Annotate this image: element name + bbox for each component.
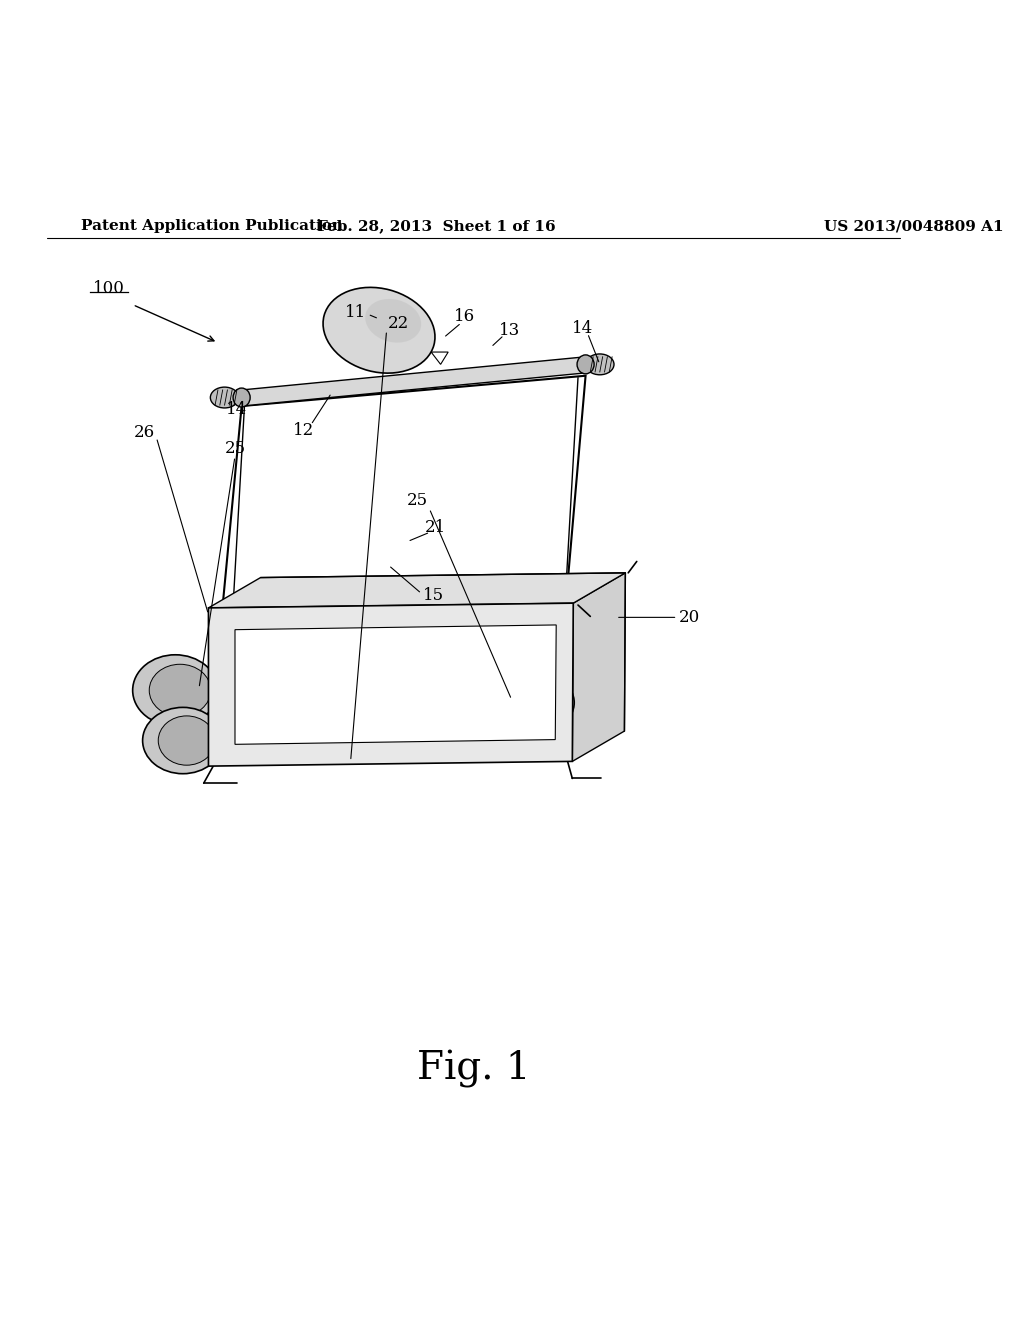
Text: 25: 25 <box>407 492 427 510</box>
Ellipse shape <box>233 388 250 407</box>
Text: 25: 25 <box>224 440 246 457</box>
Text: 13: 13 <box>499 322 520 339</box>
Text: 20: 20 <box>679 609 700 626</box>
Polygon shape <box>431 352 449 364</box>
Polygon shape <box>234 624 556 744</box>
Ellipse shape <box>578 355 594 374</box>
Ellipse shape <box>497 672 574 734</box>
Ellipse shape <box>586 354 614 375</box>
Text: 26: 26 <box>133 424 155 441</box>
Text: Patent Application Publication: Patent Application Publication <box>81 219 343 234</box>
Polygon shape <box>218 376 586 655</box>
Ellipse shape <box>323 288 435 374</box>
Text: 12: 12 <box>293 422 313 440</box>
Polygon shape <box>209 603 573 766</box>
Text: Fig. 1: Fig. 1 <box>417 1051 530 1088</box>
Ellipse shape <box>159 715 215 766</box>
Text: 11: 11 <box>345 304 366 321</box>
Text: 21: 21 <box>425 519 446 536</box>
Text: 14: 14 <box>572 319 593 337</box>
Text: Feb. 28, 2013  Sheet 1 of 16: Feb. 28, 2013 Sheet 1 of 16 <box>316 219 555 234</box>
Ellipse shape <box>366 298 421 343</box>
Text: 16: 16 <box>454 309 475 326</box>
Ellipse shape <box>512 680 566 726</box>
Text: 22: 22 <box>387 315 409 333</box>
Ellipse shape <box>150 664 211 717</box>
Polygon shape <box>572 573 626 762</box>
Text: US 2013/0048809 A1: US 2013/0048809 A1 <box>824 219 1004 234</box>
Text: 14: 14 <box>226 401 248 418</box>
Ellipse shape <box>210 387 239 408</box>
Ellipse shape <box>133 655 218 726</box>
Text: 100: 100 <box>93 280 125 297</box>
Text: 15: 15 <box>423 587 444 605</box>
Polygon shape <box>209 573 626 609</box>
Ellipse shape <box>142 708 223 774</box>
Polygon shape <box>242 356 586 407</box>
